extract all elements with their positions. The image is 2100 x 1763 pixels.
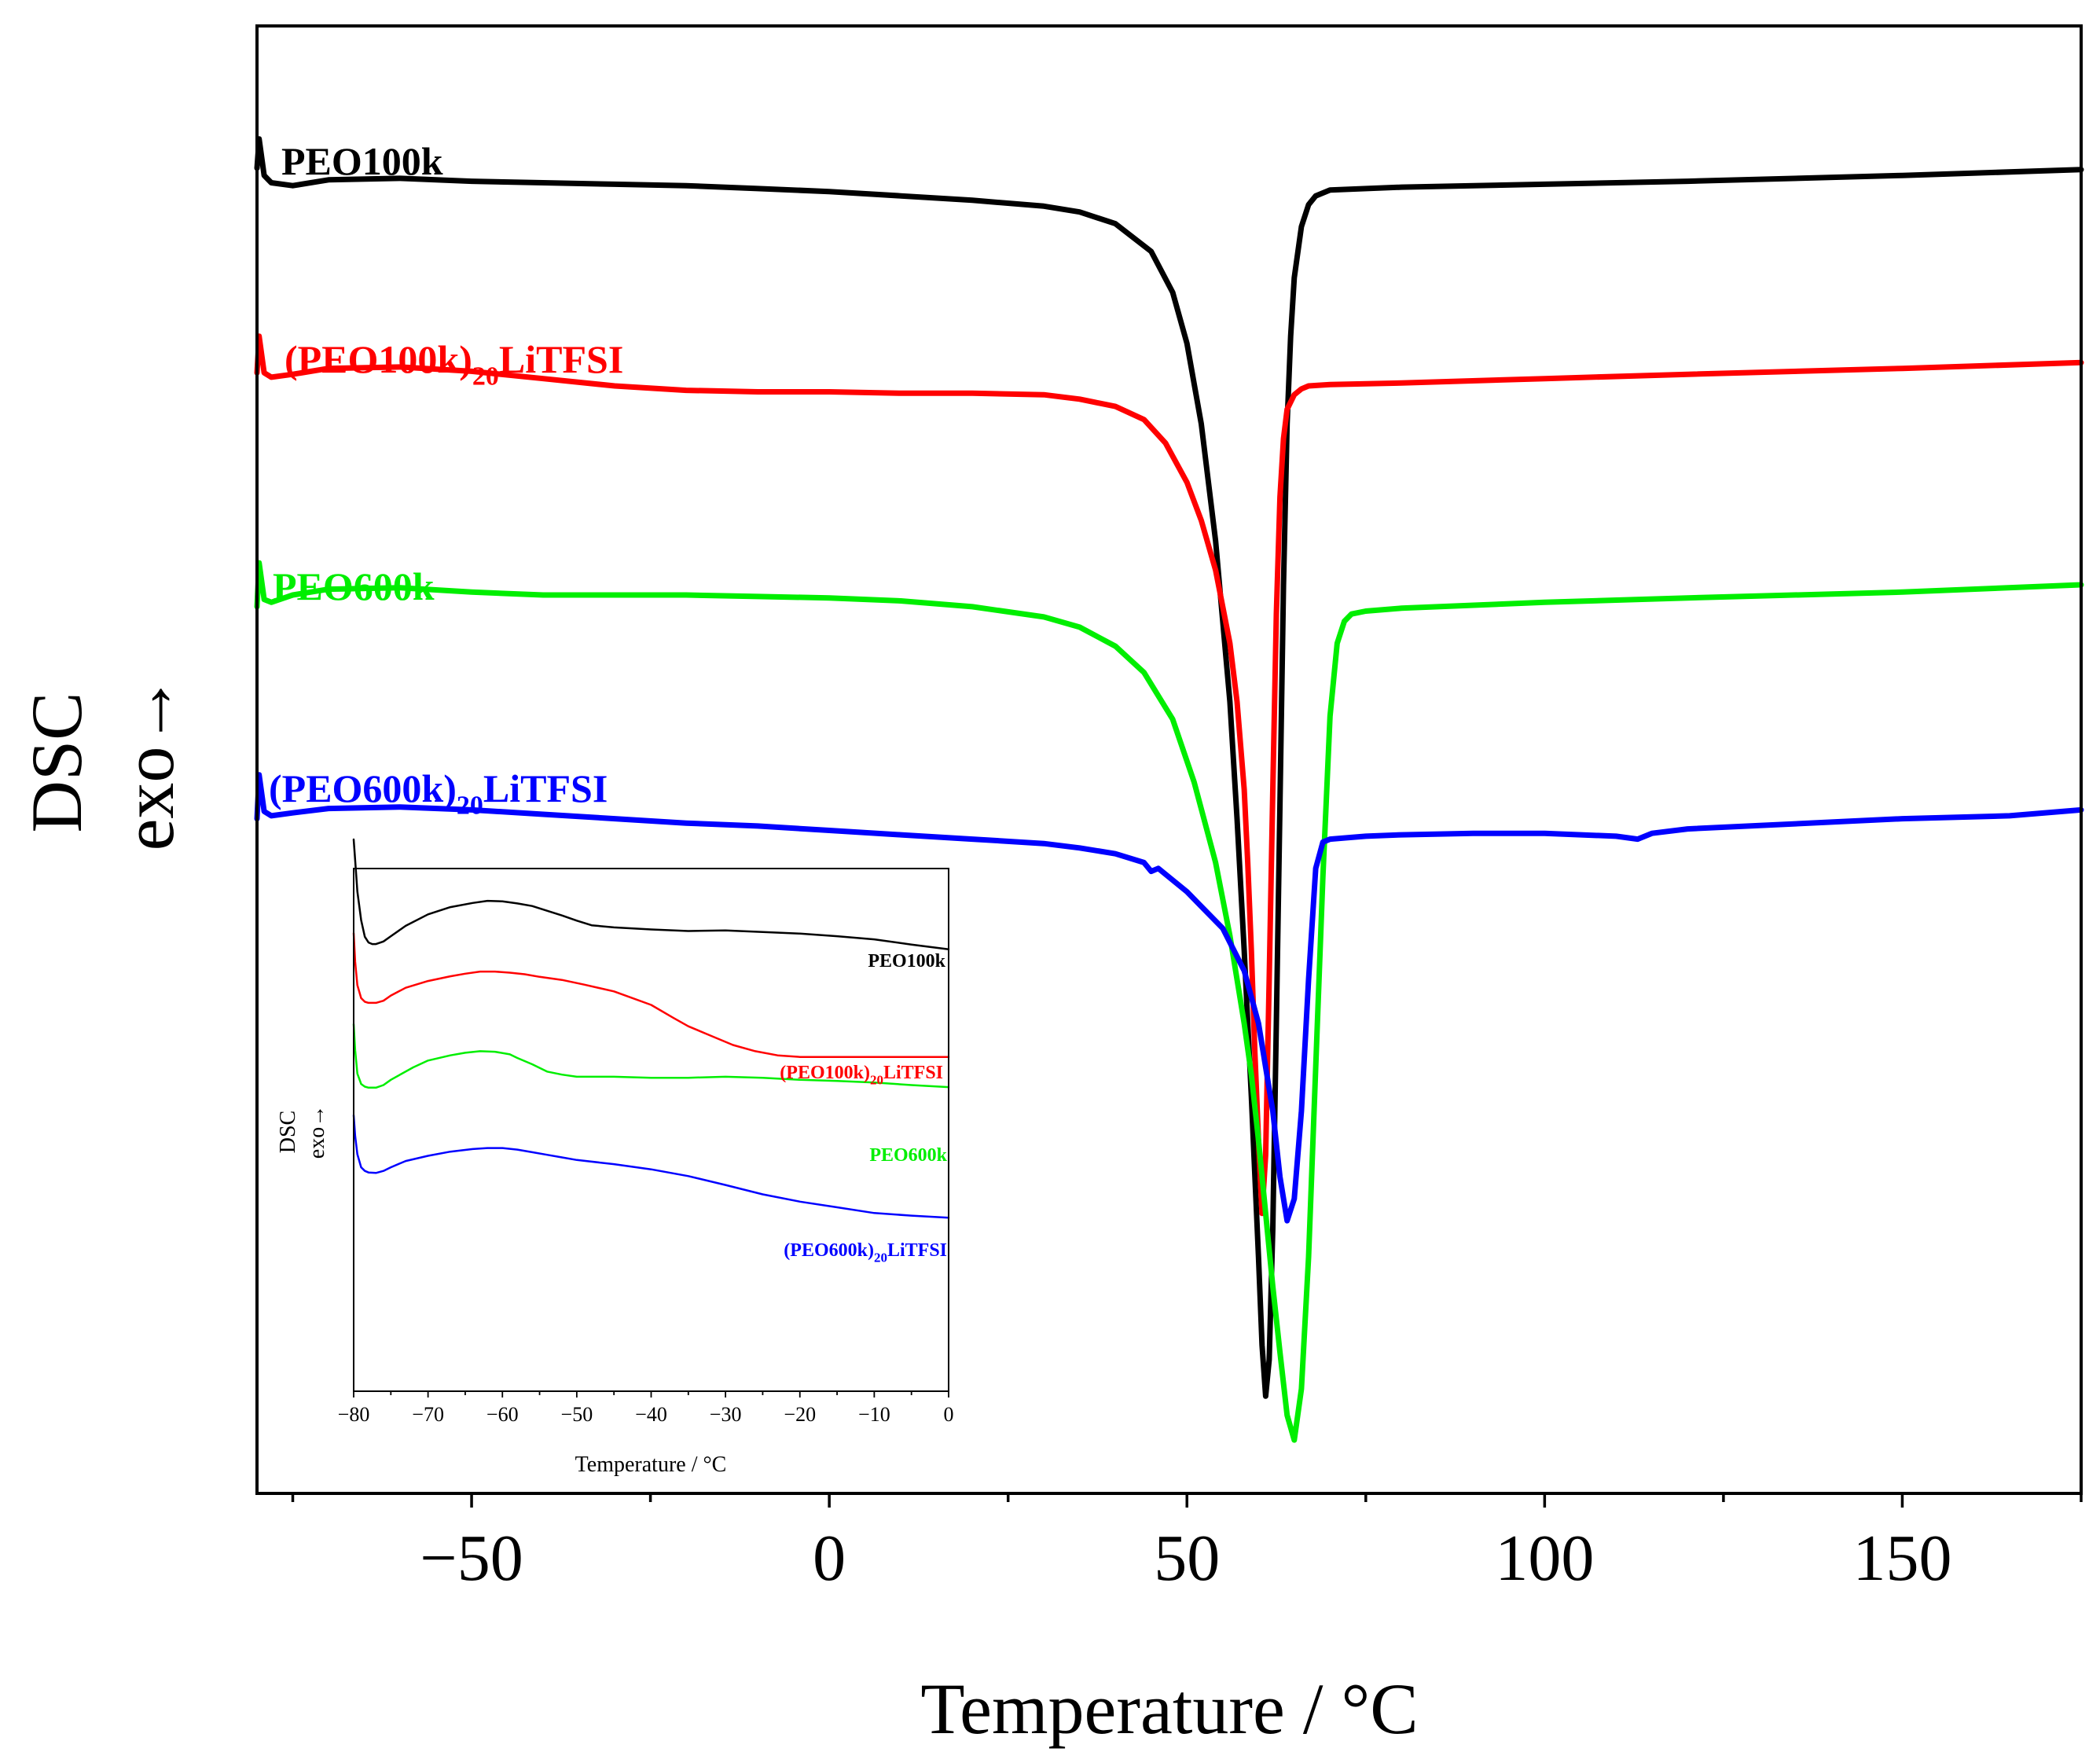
inset-series-line-4 (352, 1114, 950, 1219)
main-series-label-3: PEO600k (273, 564, 435, 608)
inset-x-tick-label: −50 (561, 1403, 593, 1426)
main-series-line-2 (254, 333, 2084, 1217)
inset-x-tick-label: −40 (635, 1403, 667, 1426)
inset-x-tick-label: −20 (784, 1403, 816, 1426)
inset-y-axis-exo-label: exo→ (305, 1105, 329, 1159)
inset-series-label-4: (PEO600k)20LiTFSI (784, 1240, 947, 1265)
main-x-tick-label: 50 (1154, 1522, 1220, 1595)
main-series-group (254, 136, 2084, 1443)
inset-y-axis-title: DSC (276, 1111, 300, 1153)
main-x-axis-title: Temperature / °C (920, 1669, 1418, 1749)
inset-series-line-3 (352, 1023, 950, 1089)
main-x-tick-label: 150 (1852, 1522, 1951, 1595)
inset-background (354, 869, 949, 1391)
main-x-tick-label: −50 (420, 1522, 523, 1595)
main-x-tick-label: 0 (813, 1522, 846, 1595)
inset-plot: PEO100k (PEO100k)20LiTFSI PEO600k (PEO600k)… (276, 838, 954, 1477)
main-plot-frame (255, 24, 2083, 1495)
inset-x-tick-label: −10 (858, 1403, 890, 1426)
inset-series-label-1: PEO100k (868, 951, 945, 971)
inset-x-tick-label: −80 (338, 1403, 370, 1426)
main-series-label-4: (PEO600k)20LiTFSI (269, 766, 608, 820)
inset-x-tick-label: −70 (412, 1403, 444, 1426)
main-x-tick-label: 100 (1495, 1522, 1594, 1595)
inset-x-axis-title: Temperature / °C (575, 1453, 727, 1477)
main-series-label-2: (PEO100k)20LiTFSI (285, 337, 623, 391)
inset-plot-frame (353, 868, 949, 1392)
main-x-ticks: −50 0 50 100 150 (291, 1493, 2083, 1595)
main-series-line-3 (254, 560, 2084, 1443)
inset-series-labels: PEO100k (PEO100k)20LiTFSI PEO600k (PEO600k)… (780, 951, 947, 1265)
inset-series-label-2: (PEO100k)20LiTFSI (780, 1063, 943, 1088)
inset-x-tick-label: −30 (710, 1403, 742, 1426)
main-y-axis-exo-label: exo→ (108, 674, 189, 851)
inset-series-label-3: PEO600k (869, 1145, 947, 1166)
main-series-label-1: PEO100k (281, 139, 443, 183)
inset-x-ticks: −80 −70 −60 −50 −40 −30 −20 −10 0 (338, 1391, 954, 1426)
main-series-labels: PEO100k (PEO100k)20LiTFSI PEO600k (PEO600k)… (269, 139, 623, 820)
main-y-axis-title: DSC (17, 692, 97, 833)
main-series-line-1 (254, 136, 2084, 1399)
inset-series-line-1 (352, 838, 950, 950)
inset-series-line-2 (352, 931, 950, 1058)
inset-x-tick-label: −60 (486, 1403, 519, 1426)
inset-x-tick-label: 0 (944, 1403, 954, 1426)
inset-series-group (352, 838, 950, 1219)
main-series-line-4 (254, 772, 2084, 1224)
main-plot: PEO100k (PEO100k)20LiTFSI PEO600k (PEO600k)… (17, 24, 2084, 1749)
